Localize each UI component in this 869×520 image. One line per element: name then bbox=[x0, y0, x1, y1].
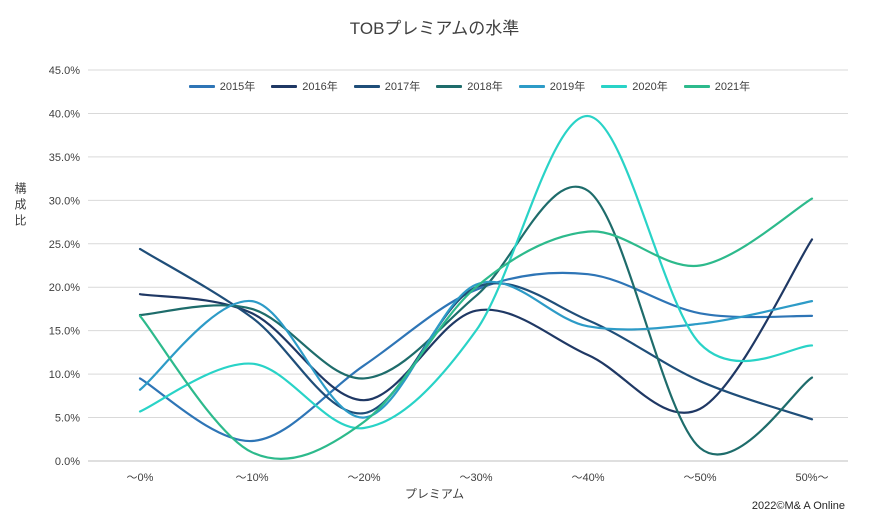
legend-swatch bbox=[683, 84, 710, 88]
y-tick-label: 15.0% bbox=[49, 326, 80, 338]
series-line-2015年 bbox=[138, 271, 814, 443]
y-axis-title: 構成比 bbox=[13, 182, 27, 230]
x-tick-label: 〜20% bbox=[347, 472, 380, 484]
legend-label: 2019年 bbox=[549, 81, 586, 93]
x-tick-label: 〜50% bbox=[683, 472, 716, 484]
series-line-2016年 bbox=[138, 238, 814, 414]
series-line-2021年 bbox=[138, 197, 814, 460]
series-line-2020年 bbox=[138, 114, 814, 430]
footer-credit: 2022©M& A Online bbox=[751, 500, 845, 512]
x-tick-label: 50%〜 bbox=[795, 472, 828, 484]
y-tick-label: 40.0% bbox=[49, 108, 80, 120]
legend-item-2015年: 2015年 bbox=[188, 78, 256, 94]
legend-item-2019年: 2019年 bbox=[518, 78, 586, 94]
x-tick-label: 〜0% bbox=[127, 472, 154, 484]
y-tick-label: 45.0% bbox=[49, 65, 80, 77]
legend-item-2017年: 2017年 bbox=[353, 78, 421, 94]
legend-label: 2018年 bbox=[467, 81, 503, 93]
y-tick-label: 0.0% bbox=[55, 456, 80, 468]
legend-item-2021年: 2021年 bbox=[683, 78, 751, 94]
legend-swatch bbox=[601, 84, 628, 88]
y-tick-label: 20.0% bbox=[49, 282, 80, 294]
y-tick-label: 35.0% bbox=[49, 152, 80, 164]
x-tick-label: 〜10% bbox=[235, 472, 268, 484]
series-line-2019年 bbox=[138, 280, 814, 419]
y-tick-label: 10.0% bbox=[49, 369, 80, 381]
legend-swatch bbox=[436, 84, 463, 88]
legend-swatch bbox=[518, 84, 545, 88]
y-tick-label: 30.0% bbox=[49, 195, 80, 207]
legend-item-2020年: 2020年 bbox=[601, 78, 668, 94]
chart-legend: 2015年 2016年 2017年 2018年 2019年 2020年 2021年 bbox=[90, 78, 849, 94]
series-line-2017年 bbox=[138, 247, 814, 421]
legend-label: 2017年 bbox=[384, 81, 421, 93]
y-tick-label: 25.0% bbox=[49, 239, 80, 251]
legend-item-2018年: 2018年 bbox=[436, 78, 503, 94]
legend-label: 2020年 bbox=[632, 81, 668, 93]
x-tick-label: 〜40% bbox=[571, 472, 604, 484]
series-line-2018年 bbox=[138, 185, 814, 456]
legend-swatch bbox=[188, 84, 215, 88]
legend-swatch bbox=[353, 84, 380, 88]
chart-title: TOBプレミアムの水準 bbox=[349, 19, 520, 38]
x-tick-label: 〜30% bbox=[459, 472, 492, 484]
legend-label: 2021年 bbox=[714, 81, 751, 93]
legend-item-2016年: 2016年 bbox=[271, 78, 338, 94]
x-axis-title: プレミアム bbox=[404, 487, 465, 501]
legend-label: 2015年 bbox=[219, 81, 256, 93]
legend-label: 2016年 bbox=[302, 81, 338, 93]
legend-swatch bbox=[271, 84, 298, 88]
y-tick-label: 5.0% bbox=[55, 413, 80, 425]
